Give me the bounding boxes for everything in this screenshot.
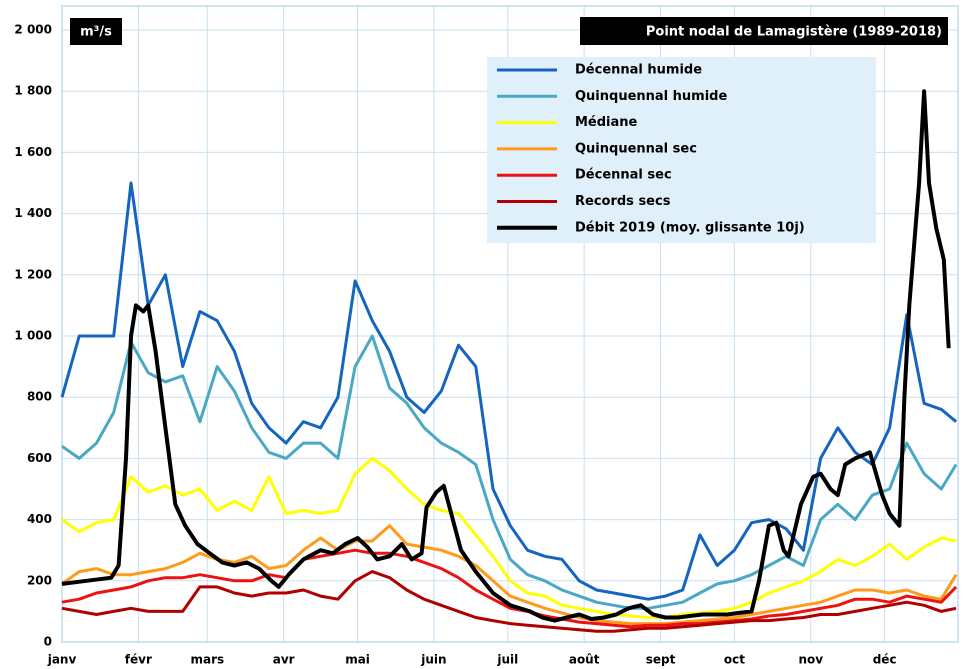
x-tick-label: avr: [273, 653, 295, 667]
series-line: [61, 524, 958, 626]
y-tick-label: 1 600: [14, 145, 52, 159]
series-line: [61, 570, 957, 633]
legend-label: Décennal humide: [575, 63, 702, 78]
x-tick-label: mai: [345, 653, 370, 667]
series-line: [60, 181, 958, 601]
x-tick-label: juin: [420, 653, 446, 667]
y-tick-label: 1 400: [14, 206, 52, 220]
y-axis-label: m³/s: [80, 25, 112, 40]
legend-items: Décennal humide Quinquennal humide Médiane…: [497, 63, 805, 235]
y-tick-label: 400: [27, 512, 52, 526]
y-tick-label: 800: [27, 390, 52, 404]
title-box: [580, 17, 948, 45]
x-tick-label: mars: [190, 653, 224, 667]
y-tick-label: 200: [27, 573, 52, 587]
series-line: [61, 334, 958, 610]
x-tick-label: janv: [47, 653, 77, 667]
legend-label: Records secs: [575, 194, 671, 209]
y-tick-label: 1 800: [14, 84, 52, 98]
x-tick-label: déc: [873, 653, 897, 667]
legend-label: Médiane: [575, 115, 638, 130]
chart-title: Point nodal de Lamagistère (1989-2018): [646, 25, 942, 40]
lines: [60, 89, 958, 633]
x-tick-label: août: [569, 653, 600, 667]
x-tick-label: juil: [496, 653, 518, 667]
plot-frame: [61, 5, 959, 643]
x-tick-label: oct: [724, 653, 745, 667]
y-tick-label: 1 200: [14, 267, 52, 281]
y-tick-label: 0: [44, 635, 52, 649]
series-line: [61, 89, 951, 623]
x-tick-label: nov: [798, 653, 823, 667]
legend-label: Décennal sec: [575, 168, 672, 183]
series-line: [61, 548, 958, 629]
y-tick-label: 2 000: [14, 23, 52, 37]
y-tick-label: 1 000: [14, 329, 52, 343]
legend-label: Débit 2019 (moy. glissante 10j): [575, 220, 805, 235]
x-tick-label: sept: [646, 653, 676, 667]
legend-label: Quinquennal sec: [575, 141, 697, 156]
x-tick-label: févr: [125, 653, 152, 667]
unit-box: [70, 18, 122, 45]
y-tick-label: 600: [27, 451, 52, 465]
legend-label: Quinquennal humide: [575, 89, 727, 104]
series-line: [61, 456, 957, 619]
